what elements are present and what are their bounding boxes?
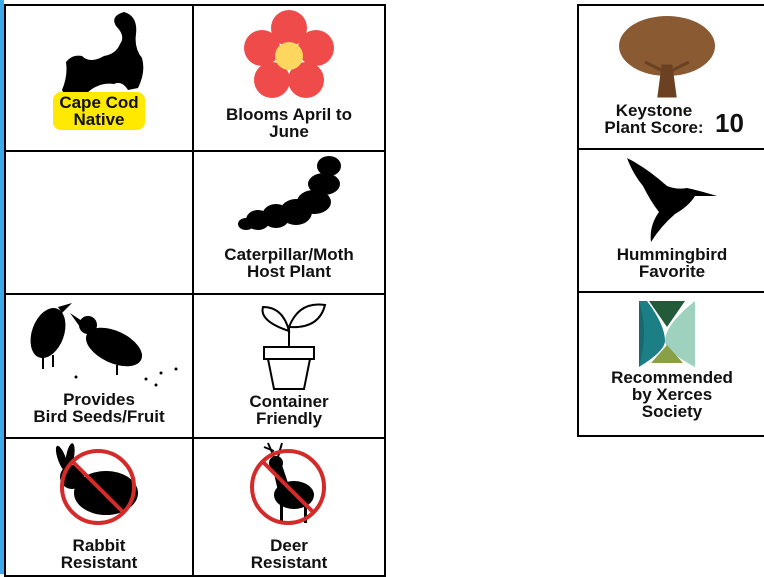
label-line: Deer	[270, 536, 308, 555]
tile-empty	[4, 150, 194, 295]
tile: Caterpillar/Moth Host Plant	[192, 150, 386, 295]
label-line: Rabbit	[72, 536, 126, 555]
label-line: Resistant	[60, 553, 138, 572]
deer-icon	[250, 442, 326, 525]
label-line: Caterpillar/Moth	[224, 245, 354, 264]
label-line: Bird Seeds/Fruit	[33, 407, 165, 426]
tile: Keystone Plant Score: 10	[577, 4, 764, 150]
label-line: Plant Score:	[604, 118, 704, 137]
label-line: Provides	[63, 390, 135, 409]
edge-strip	[0, 0, 4, 574]
label-line: Hummingbird	[616, 245, 728, 264]
label-line: Recommended	[611, 368, 733, 387]
tile: Blooms April to June	[192, 4, 386, 152]
hummingbird-icon	[627, 158, 717, 242]
label-line: Native	[73, 110, 125, 129]
label-line: June	[269, 122, 309, 141]
label-line: Friendly	[255, 409, 323, 428]
label-line: Resistant	[250, 553, 328, 572]
birds-icon	[30, 303, 178, 387]
tile: Hummingbird Favorite	[577, 148, 764, 293]
tile: Cape Cod Native	[4, 4, 194, 152]
tile: Deer Resistant	[192, 437, 386, 577]
keystone-score: 10	[715, 108, 744, 138]
label-line: Blooms April to	[226, 105, 352, 124]
cape-cod-icon	[62, 12, 144, 99]
tile: Recommended by Xerces Society	[577, 291, 764, 437]
tile: Rabbit Resistant	[4, 437, 194, 577]
tree-icon	[619, 16, 715, 98]
label-line: Container	[249, 392, 329, 411]
xerces-logo	[639, 301, 695, 367]
label-line: Host Plant	[246, 262, 332, 281]
flower-icon	[244, 10, 334, 98]
caterpillar-icon	[238, 156, 341, 230]
label-line: by Xerces	[631, 385, 713, 404]
rabbit-icon	[55, 443, 138, 525]
label-line: Favorite	[638, 262, 706, 281]
tile: Container Friendly	[192, 293, 386, 439]
label-line: Society	[641, 402, 703, 421]
label-line: Cape Cod	[59, 93, 139, 112]
label-line: Keystone	[615, 101, 693, 120]
tile: Provides Bird Seeds/Fruit	[4, 293, 194, 439]
pot-icon	[261, 303, 327, 390]
